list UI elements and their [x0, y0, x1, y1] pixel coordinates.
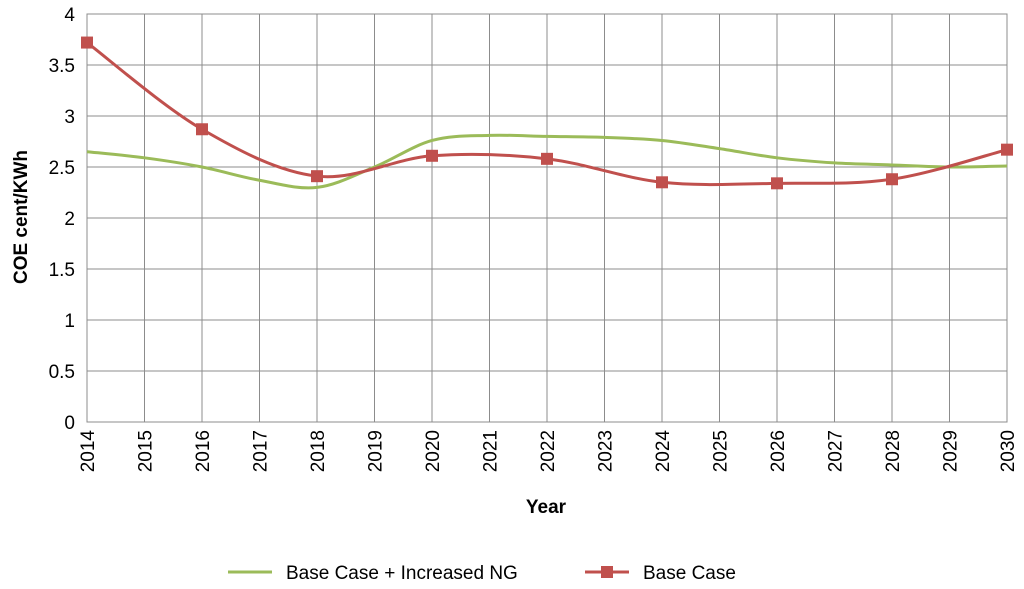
data-point-base-case-2026 — [771, 177, 783, 190]
legend: Base Case + Increased NG Base Case — [228, 563, 736, 584]
y-tick-label: 3.5 — [49, 56, 75, 77]
y-axis-title: COE cent/KWh — [11, 150, 32, 284]
x-tick-label: 2030 — [998, 430, 1019, 472]
x-tick-label: 2023 — [596, 430, 617, 472]
x-tick-label: 2022 — [538, 430, 559, 472]
data-point-base-case-2024 — [656, 176, 668, 189]
plot-area-border — [86, 13, 1008, 423]
data-point-base-case-2018 — [311, 170, 323, 183]
x-tick-label: 2027 — [826, 430, 847, 472]
y-tick-label: 3 — [64, 107, 75, 128]
series-line-base-case-increased-ng — [86, 133, 1008, 190]
x-tick-label: 2018 — [308, 430, 329, 472]
y-tick-label: 0.5 — [49, 362, 75, 383]
series-line-base-case — [86, 41, 1008, 187]
series-lines — [86, 41, 1008, 190]
x-tick-label: 2019 — [366, 430, 387, 472]
data-point-base-case-2014 — [81, 36, 93, 49]
gridlines — [86, 13, 1008, 423]
x-tick-label: 2024 — [653, 430, 674, 473]
x-axis-tick-labels: 2014 2015 2016 2017 2018 2019 2020 2021 2022 2023… — [78, 430, 1019, 473]
x-tick-label: 2021 — [481, 430, 502, 472]
y-tick-label: 1.5 — [49, 260, 75, 281]
data-point-base-case-2022 — [541, 152, 553, 165]
y-tick-label: 4 — [64, 5, 75, 26]
y-tick-label: 1 — [64, 311, 75, 332]
x-tick-label: 2026 — [768, 430, 789, 472]
x-tick-label: 2015 — [136, 430, 157, 472]
x-tick-label: 2014 — [78, 430, 99, 473]
legend-label-base-case: Base Case — [643, 563, 736, 584]
x-tick-label: 2016 — [193, 430, 214, 472]
data-point-base-case-2020 — [426, 149, 438, 162]
x-tick-label: 2025 — [711, 430, 732, 472]
y-tick-label: 0 — [64, 413, 75, 434]
x-tick-label: 2017 — [251, 430, 272, 472]
x-axis-title: Year — [526, 497, 567, 518]
x-tick-label: 2028 — [883, 430, 904, 472]
series-markers — [81, 36, 1013, 190]
y-tick-label: 2 — [64, 209, 75, 230]
y-axis-tick-labels: 0 0.5 1 1.5 2 2.5 3 3.5 4 — [49, 5, 76, 434]
data-point-base-case-2030 — [1001, 143, 1013, 156]
x-tick-label: 2020 — [423, 430, 444, 472]
data-point-base-case-2016 — [196, 123, 208, 136]
data-point-base-case-2028 — [886, 173, 898, 186]
legend-marker-base-case — [601, 566, 613, 578]
x-tick-label: 2029 — [941, 430, 962, 472]
legend-label-base-case-increased-ng: Base Case + Increased NG — [286, 563, 518, 584]
y-tick-label: 2.5 — [49, 158, 75, 179]
